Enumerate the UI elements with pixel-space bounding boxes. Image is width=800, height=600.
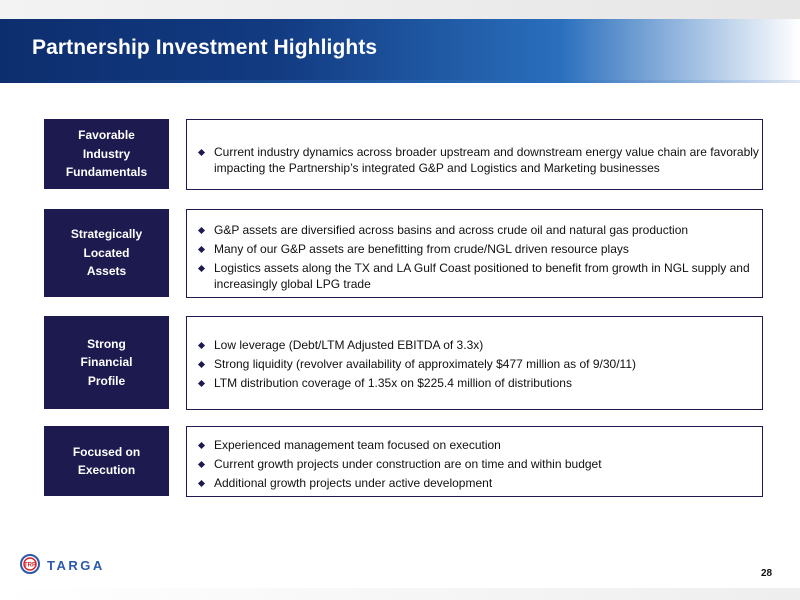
label-line: Fundamentals xyxy=(65,165,148,180)
diamond-bullet-icon xyxy=(197,264,206,273)
label-line: Assets xyxy=(86,264,127,279)
label-line: Strategically xyxy=(70,227,143,242)
bullet-item: Additional growth projects under active … xyxy=(187,475,762,491)
bullet-item: Logistics assets along the TX and LA Gul… xyxy=(187,260,762,292)
section-content-assets: G&P assets are diversified across basins… xyxy=(186,209,763,298)
label-line: Industry xyxy=(82,146,131,161)
section-label-execution: Focused on Execution xyxy=(44,426,169,496)
diamond-bullet-icon xyxy=(197,245,206,254)
targa-logo-icon: TRP xyxy=(20,554,40,574)
diamond-bullet-icon xyxy=(197,479,206,488)
label-line: Located xyxy=(83,245,130,260)
logo-wordmark: TARGA xyxy=(47,558,105,573)
label-line: Favorable xyxy=(78,128,135,143)
bullet-text: Current growth projects under constructi… xyxy=(214,457,602,471)
diamond-bullet-icon xyxy=(197,379,206,388)
diamond-bullet-icon xyxy=(197,441,206,450)
label-line: Focused on xyxy=(72,444,141,459)
diamond-bullet-icon xyxy=(197,226,206,235)
bullet-text: Strong liquidity (revolver availability … xyxy=(214,357,636,371)
bullet-text: LTM distribution coverage of 1.35x on $2… xyxy=(214,376,572,390)
page-number: 28 xyxy=(761,568,773,579)
bullet-item: Experienced management team focused on e… xyxy=(187,437,762,453)
slide-title: Partnership Investment Highlights xyxy=(32,36,378,59)
diamond-bullet-icon xyxy=(197,360,206,369)
bullet-item: Many of our G&P assets are benefitting f… xyxy=(187,241,762,257)
bullet-text: Experienced management team focused on e… xyxy=(214,438,501,452)
section-content-fundamentals: Current industry dynamics across broader… xyxy=(186,119,763,190)
title-banner xyxy=(0,19,800,80)
label-line: Financial xyxy=(80,355,133,370)
bullet-item: Current industry dynamics across broader… xyxy=(187,144,762,176)
banner-underline xyxy=(0,80,800,83)
top-shade xyxy=(0,0,800,19)
bullet-text: G&P assets are diversified across basins… xyxy=(214,223,689,237)
bullet-item: G&P assets are diversified across basins… xyxy=(187,222,762,238)
bullet-text: Logistics assets along the TX and LA Gul… xyxy=(214,261,750,291)
label-line: Execution xyxy=(77,463,136,477)
footer-shade xyxy=(0,588,800,600)
section-label-financial: Strong Financial Profile xyxy=(44,316,169,409)
diamond-bullet-icon xyxy=(197,148,206,157)
diamond-bullet-icon xyxy=(197,460,206,469)
label-line: Strong xyxy=(87,336,126,351)
section-label-assets: Strategically Located Assets xyxy=(44,209,169,297)
bullet-item: Low leverage (Debt/LTM Adjusted EBITDA o… xyxy=(187,337,762,353)
bullet-text: Low leverage (Debt/LTM Adjusted EBITDA o… xyxy=(214,338,484,352)
bullet-text: Many of our G&P assets are benefitting f… xyxy=(214,242,629,256)
bullet-item: LTM distribution coverage of 1.35x on $2… xyxy=(187,375,762,391)
bullet-text: Additional growth projects under active … xyxy=(214,476,493,490)
section-label-fundamentals: Favorable Industry Fundamentals xyxy=(44,119,169,189)
section-content-financial: Low leverage (Debt/LTM Adjusted EBITDA o… xyxy=(186,316,763,410)
section-content-execution: Experienced management team focused on e… xyxy=(186,426,763,497)
label-line: Profile xyxy=(87,373,126,388)
diamond-bullet-icon xyxy=(197,341,206,350)
bullet-item: Strong liquidity (revolver availability … xyxy=(187,356,762,372)
logo-mark-text: TRP xyxy=(24,563,36,569)
bullet-text: Current industry dynamics across broader… xyxy=(214,145,759,175)
bullet-item: Current growth projects under constructi… xyxy=(187,456,762,472)
